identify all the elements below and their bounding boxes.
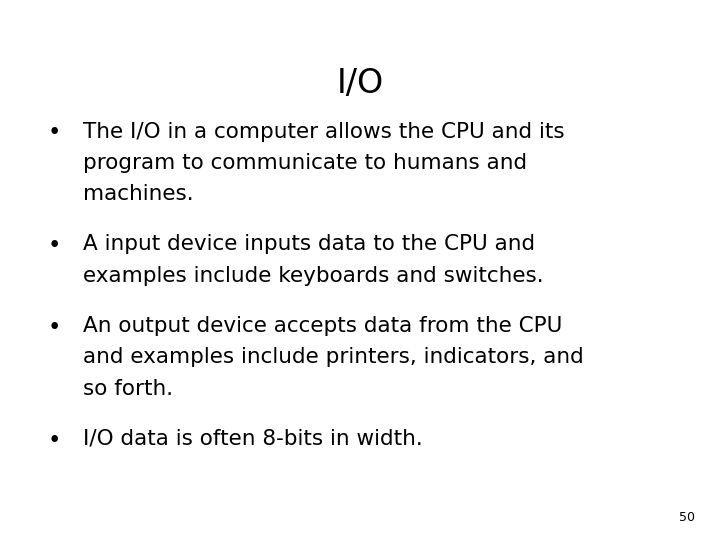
- Text: The I/O in a computer allows the CPU and its: The I/O in a computer allows the CPU and…: [83, 122, 564, 141]
- Text: 50: 50: [679, 511, 695, 524]
- Text: •: •: [48, 429, 60, 452]
- Text: and examples include printers, indicators, and: and examples include printers, indicator…: [83, 347, 583, 367]
- Text: examples include keyboards and switches.: examples include keyboards and switches.: [83, 266, 544, 286]
- Text: An output device accepts data from the CPU: An output device accepts data from the C…: [83, 316, 562, 336]
- Text: •: •: [48, 316, 60, 339]
- Text: so forth.: so forth.: [83, 379, 173, 399]
- Text: program to communicate to humans and: program to communicate to humans and: [83, 153, 527, 173]
- Text: machines.: machines.: [83, 184, 194, 204]
- Text: I/O: I/O: [336, 68, 384, 100]
- Text: •: •: [48, 234, 60, 258]
- Text: I/O data is often 8-bits in width.: I/O data is often 8-bits in width.: [83, 429, 423, 449]
- Text: A input device inputs data to the CPU and: A input device inputs data to the CPU an…: [83, 234, 535, 254]
- Text: •: •: [48, 122, 60, 145]
